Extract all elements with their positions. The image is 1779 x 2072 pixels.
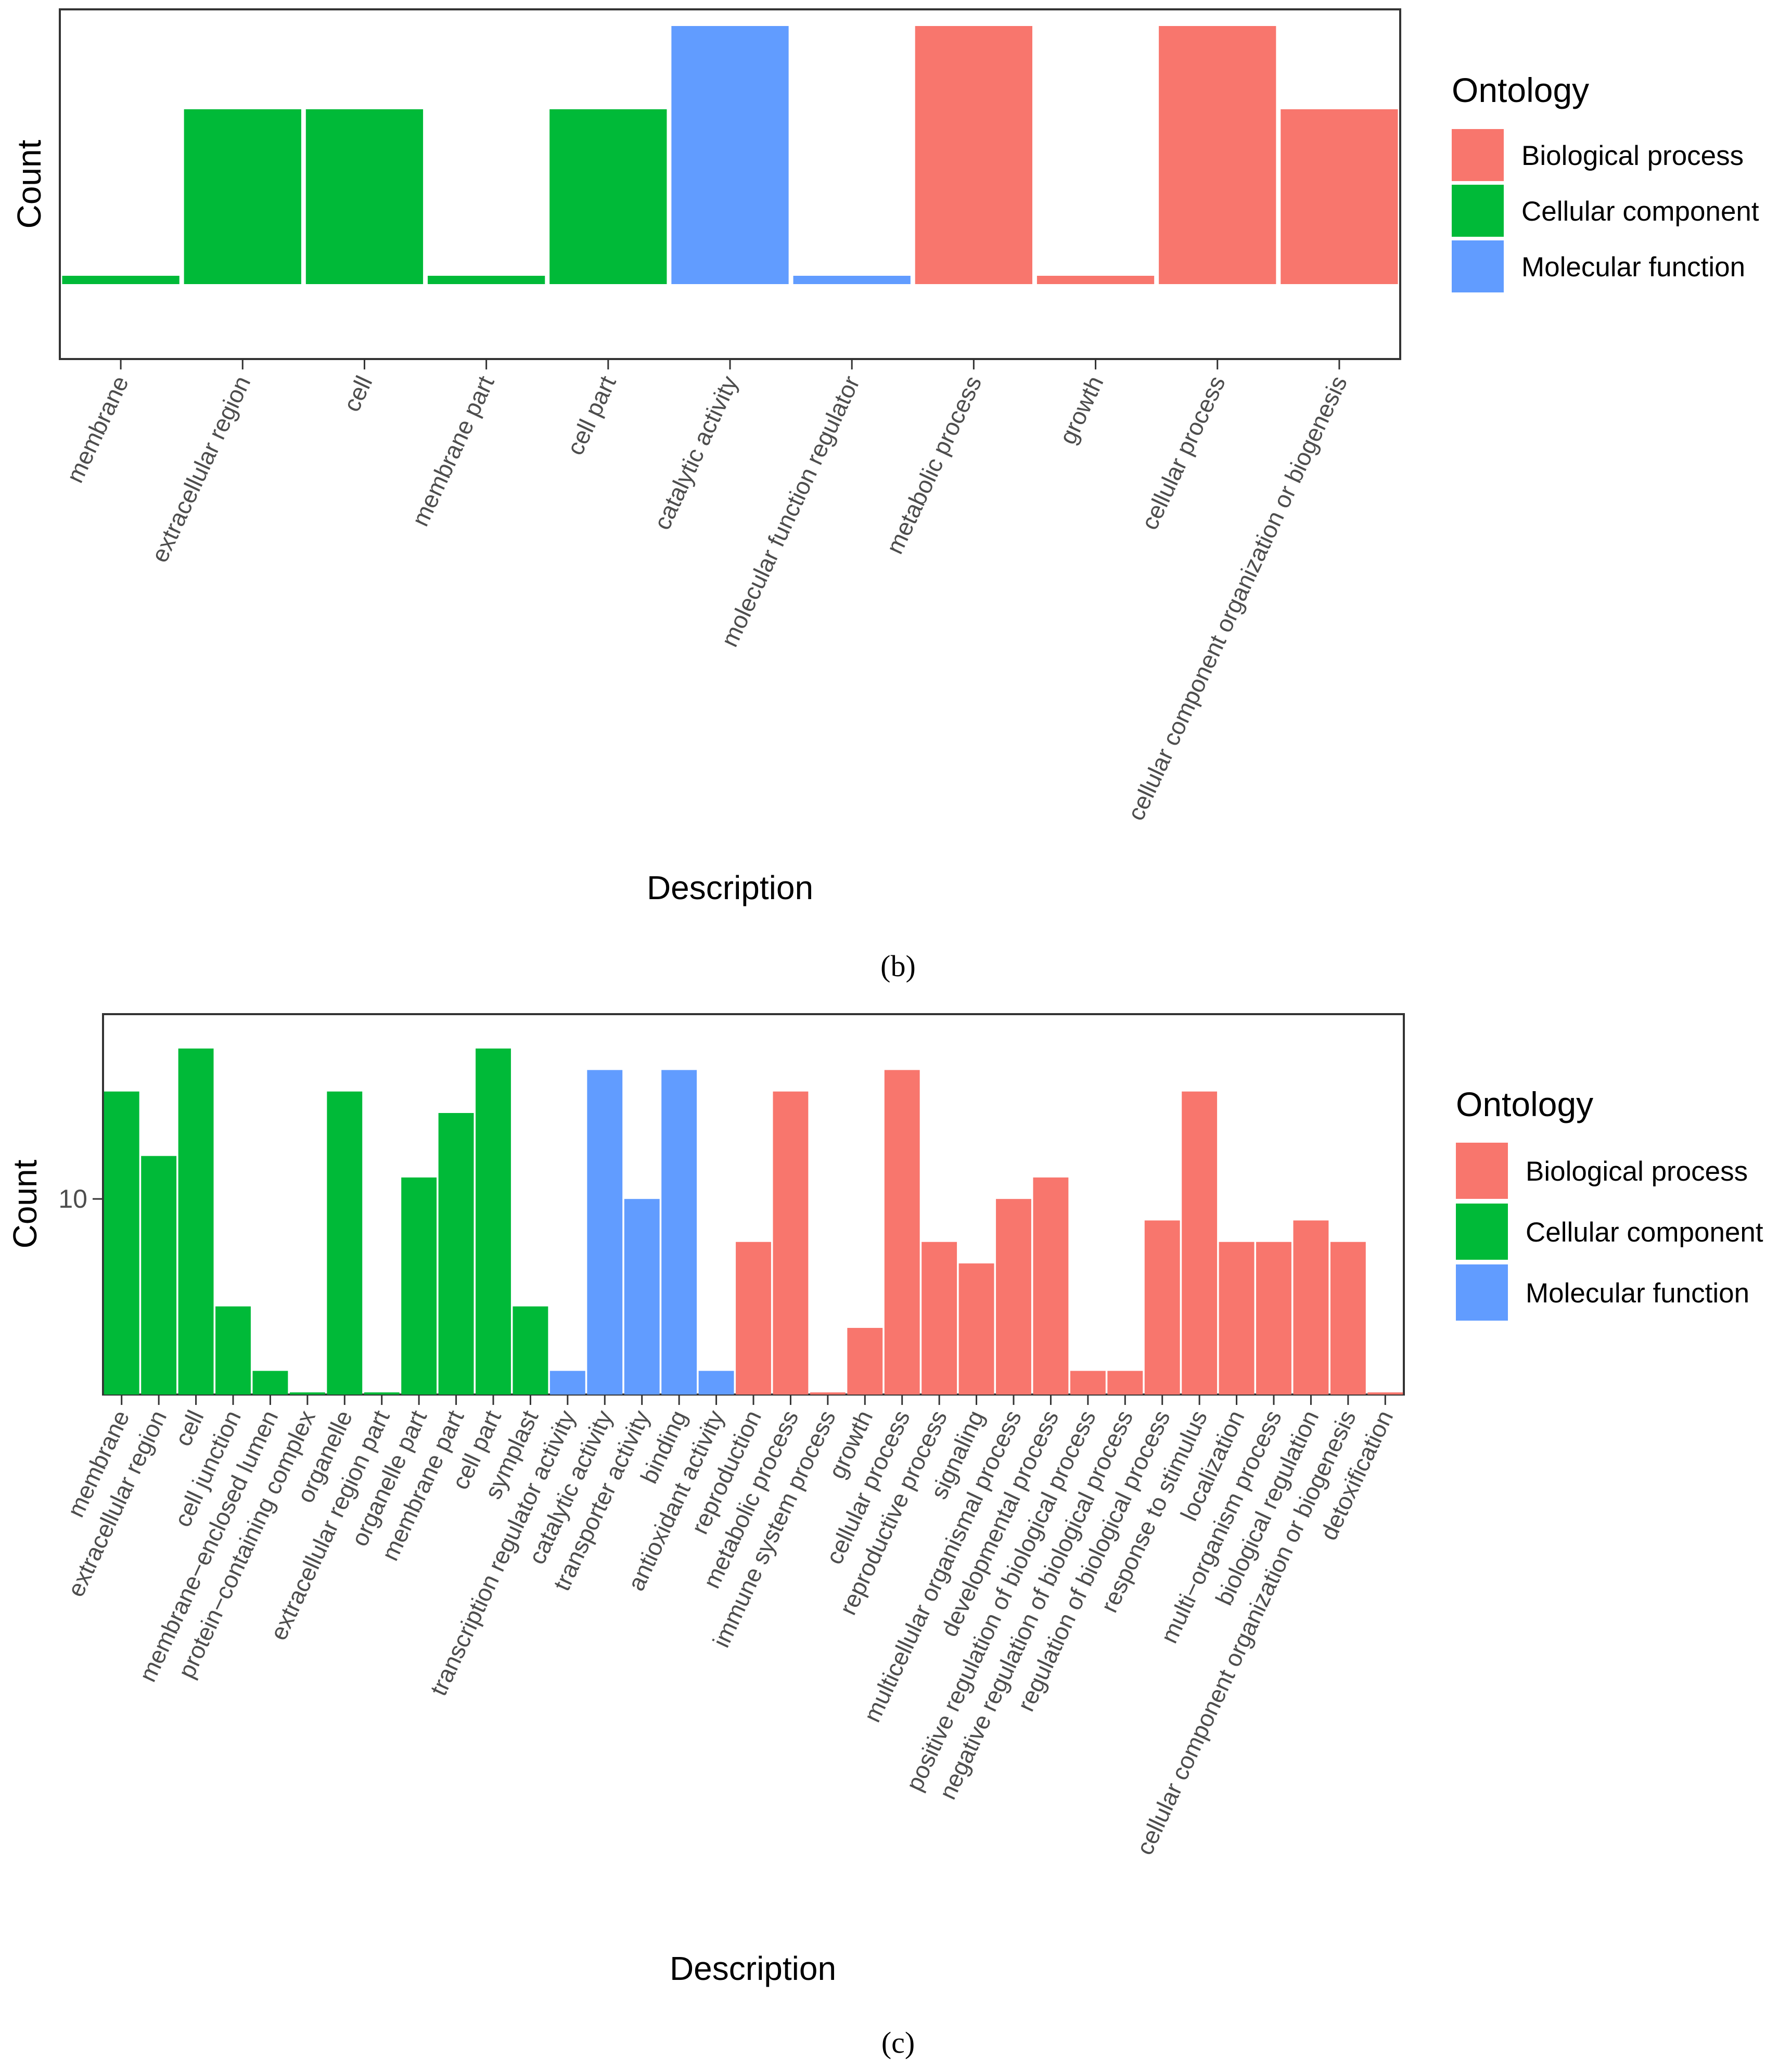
bar-reproductive-process <box>922 1242 957 1395</box>
bar-cellular-component-organization-or-biogenesis <box>1281 109 1398 284</box>
x-tick-label-membrane-part: membrane part <box>406 372 500 530</box>
bar-developmental-process <box>1033 1177 1069 1395</box>
bar-multi-organism-process <box>1256 1242 1291 1395</box>
bar-extracellular-region-part <box>364 1392 400 1395</box>
legend-label-biological-process: Biological process <box>1526 1156 1748 1187</box>
bar-regulation-of-biological-process <box>1144 1220 1180 1395</box>
bar-symplast <box>513 1306 548 1395</box>
bar-catalytic-activity <box>671 26 789 284</box>
legend-label-biological-process: Biological process <box>1521 140 1744 171</box>
x-tick-group: membrane extracellular region cell membrane… <box>61 359 1352 824</box>
chart-b: membrane extracellular region cell membrane… <box>10 8 1759 983</box>
y-axis-title: Count <box>6 1159 44 1248</box>
bar-organelle <box>327 1091 363 1395</box>
legend-label-molecular-function: Molecular function <box>1521 252 1745 283</box>
x-tick-label-cell-part: cell part <box>561 372 621 459</box>
bar-growth <box>1036 276 1155 284</box>
x-tick-label-metabolic-process: metabolic process <box>881 372 987 558</box>
y-axis-title: Count <box>10 139 48 228</box>
legend-title: Ontology <box>1456 1085 1593 1123</box>
x-tick-label-molecular-function-regulator: molecular function regulator <box>715 372 865 650</box>
legend-title: Ontology <box>1452 71 1589 109</box>
bar-group <box>104 1048 1403 1395</box>
bar-detoxification <box>1367 1392 1403 1395</box>
x-tick-label-growth: growth <box>1054 372 1108 448</box>
bar-membrane-part <box>438 1112 474 1395</box>
bar-membrane <box>104 1091 139 1395</box>
bar-cell-part <box>476 1048 511 1395</box>
x-tick-label-cell: cell <box>338 372 377 416</box>
bar-cell-part <box>549 109 667 284</box>
bar-binding <box>661 1070 697 1395</box>
bar-localization <box>1219 1242 1255 1395</box>
bar-biological-regulation <box>1293 1220 1329 1395</box>
legend-swatch-cellular-component <box>1452 185 1504 237</box>
legend-swatch-molecular-function <box>1456 1264 1508 1321</box>
y-tick-label: 10 <box>58 1184 87 1213</box>
bar-negative-regulation-of-biological-process <box>1107 1371 1143 1395</box>
bar-transporter-activity <box>624 1199 660 1395</box>
bar-metabolic-process <box>915 26 1032 284</box>
bar-multicellular-organismal-process <box>996 1199 1031 1395</box>
legend: Ontology Biological process Cellular comp… <box>1452 71 1759 292</box>
bar-reproduction <box>736 1242 771 1395</box>
bar-response-to-stimulus <box>1182 1091 1218 1395</box>
x-tick-label-catalytic-activity: catalytic activity <box>648 372 743 534</box>
bar-membrane-enclosed-lumen <box>252 1371 288 1395</box>
x-tick-label-extracellular-region: extracellular region <box>146 372 255 566</box>
x-tick-label-cellular-process: cellular process <box>1136 372 1231 534</box>
bar-extracellular-region <box>141 1156 177 1395</box>
legend: Ontology Biological process Cellular comp… <box>1456 1085 1763 1321</box>
legend-label-cellular-component: Cellular component <box>1526 1217 1763 1248</box>
bar-transcription-regulator-activity <box>549 1371 585 1395</box>
bar-cellular-component-organization-or-biogenesis <box>1330 1242 1366 1395</box>
bar-membrane <box>62 276 180 284</box>
legend-swatch-cellular-component <box>1456 1204 1508 1260</box>
bar-growth <box>847 1327 883 1395</box>
bar-metabolic-process <box>773 1091 809 1395</box>
bar-cell-junction <box>215 1306 251 1395</box>
bar-cellular-process <box>1159 26 1276 284</box>
legend-swatch-biological-process <box>1452 129 1504 181</box>
bar-antioxidant-activity <box>698 1371 734 1395</box>
bar-catalytic-activity <box>587 1070 623 1395</box>
bar-cellular-process <box>884 1070 920 1395</box>
bar-molecular-function-regulator <box>793 276 911 284</box>
legend-label-molecular-function: Molecular function <box>1526 1278 1749 1309</box>
legend-swatch-molecular-function <box>1452 240 1504 292</box>
bar-membrane-part <box>427 276 545 284</box>
bar-cell <box>305 109 424 284</box>
bar-protein-containing-complex <box>289 1392 325 1395</box>
x-tick-label-cell: cell <box>169 1406 209 1450</box>
panel-caption: (b) <box>880 949 916 983</box>
x-tick-label-cellular-component-organization-or-biogenesis: cellular component organization or bioge… <box>1122 372 1352 824</box>
legend-swatch-biological-process <box>1456 1143 1508 1199</box>
legend-label-cellular-component: Cellular component <box>1521 196 1759 227</box>
bar-immune-system-process <box>810 1392 846 1395</box>
x-axis-title: Description <box>670 1950 836 1987</box>
bar-extracellular-region <box>184 109 301 284</box>
bar-organelle-part <box>401 1177 437 1395</box>
bar-signaling <box>958 1263 994 1395</box>
x-tick-label-membrane: membrane <box>61 372 134 487</box>
panel-caption: (c) <box>881 2026 915 2060</box>
y-tick-group: 10 <box>58 1184 103 1213</box>
bar-group <box>62 26 1398 284</box>
bar-positive-regulation-of-biological-process <box>1070 1371 1106 1395</box>
x-axis-title: Description <box>647 869 813 906</box>
bar-cell <box>178 1048 214 1395</box>
